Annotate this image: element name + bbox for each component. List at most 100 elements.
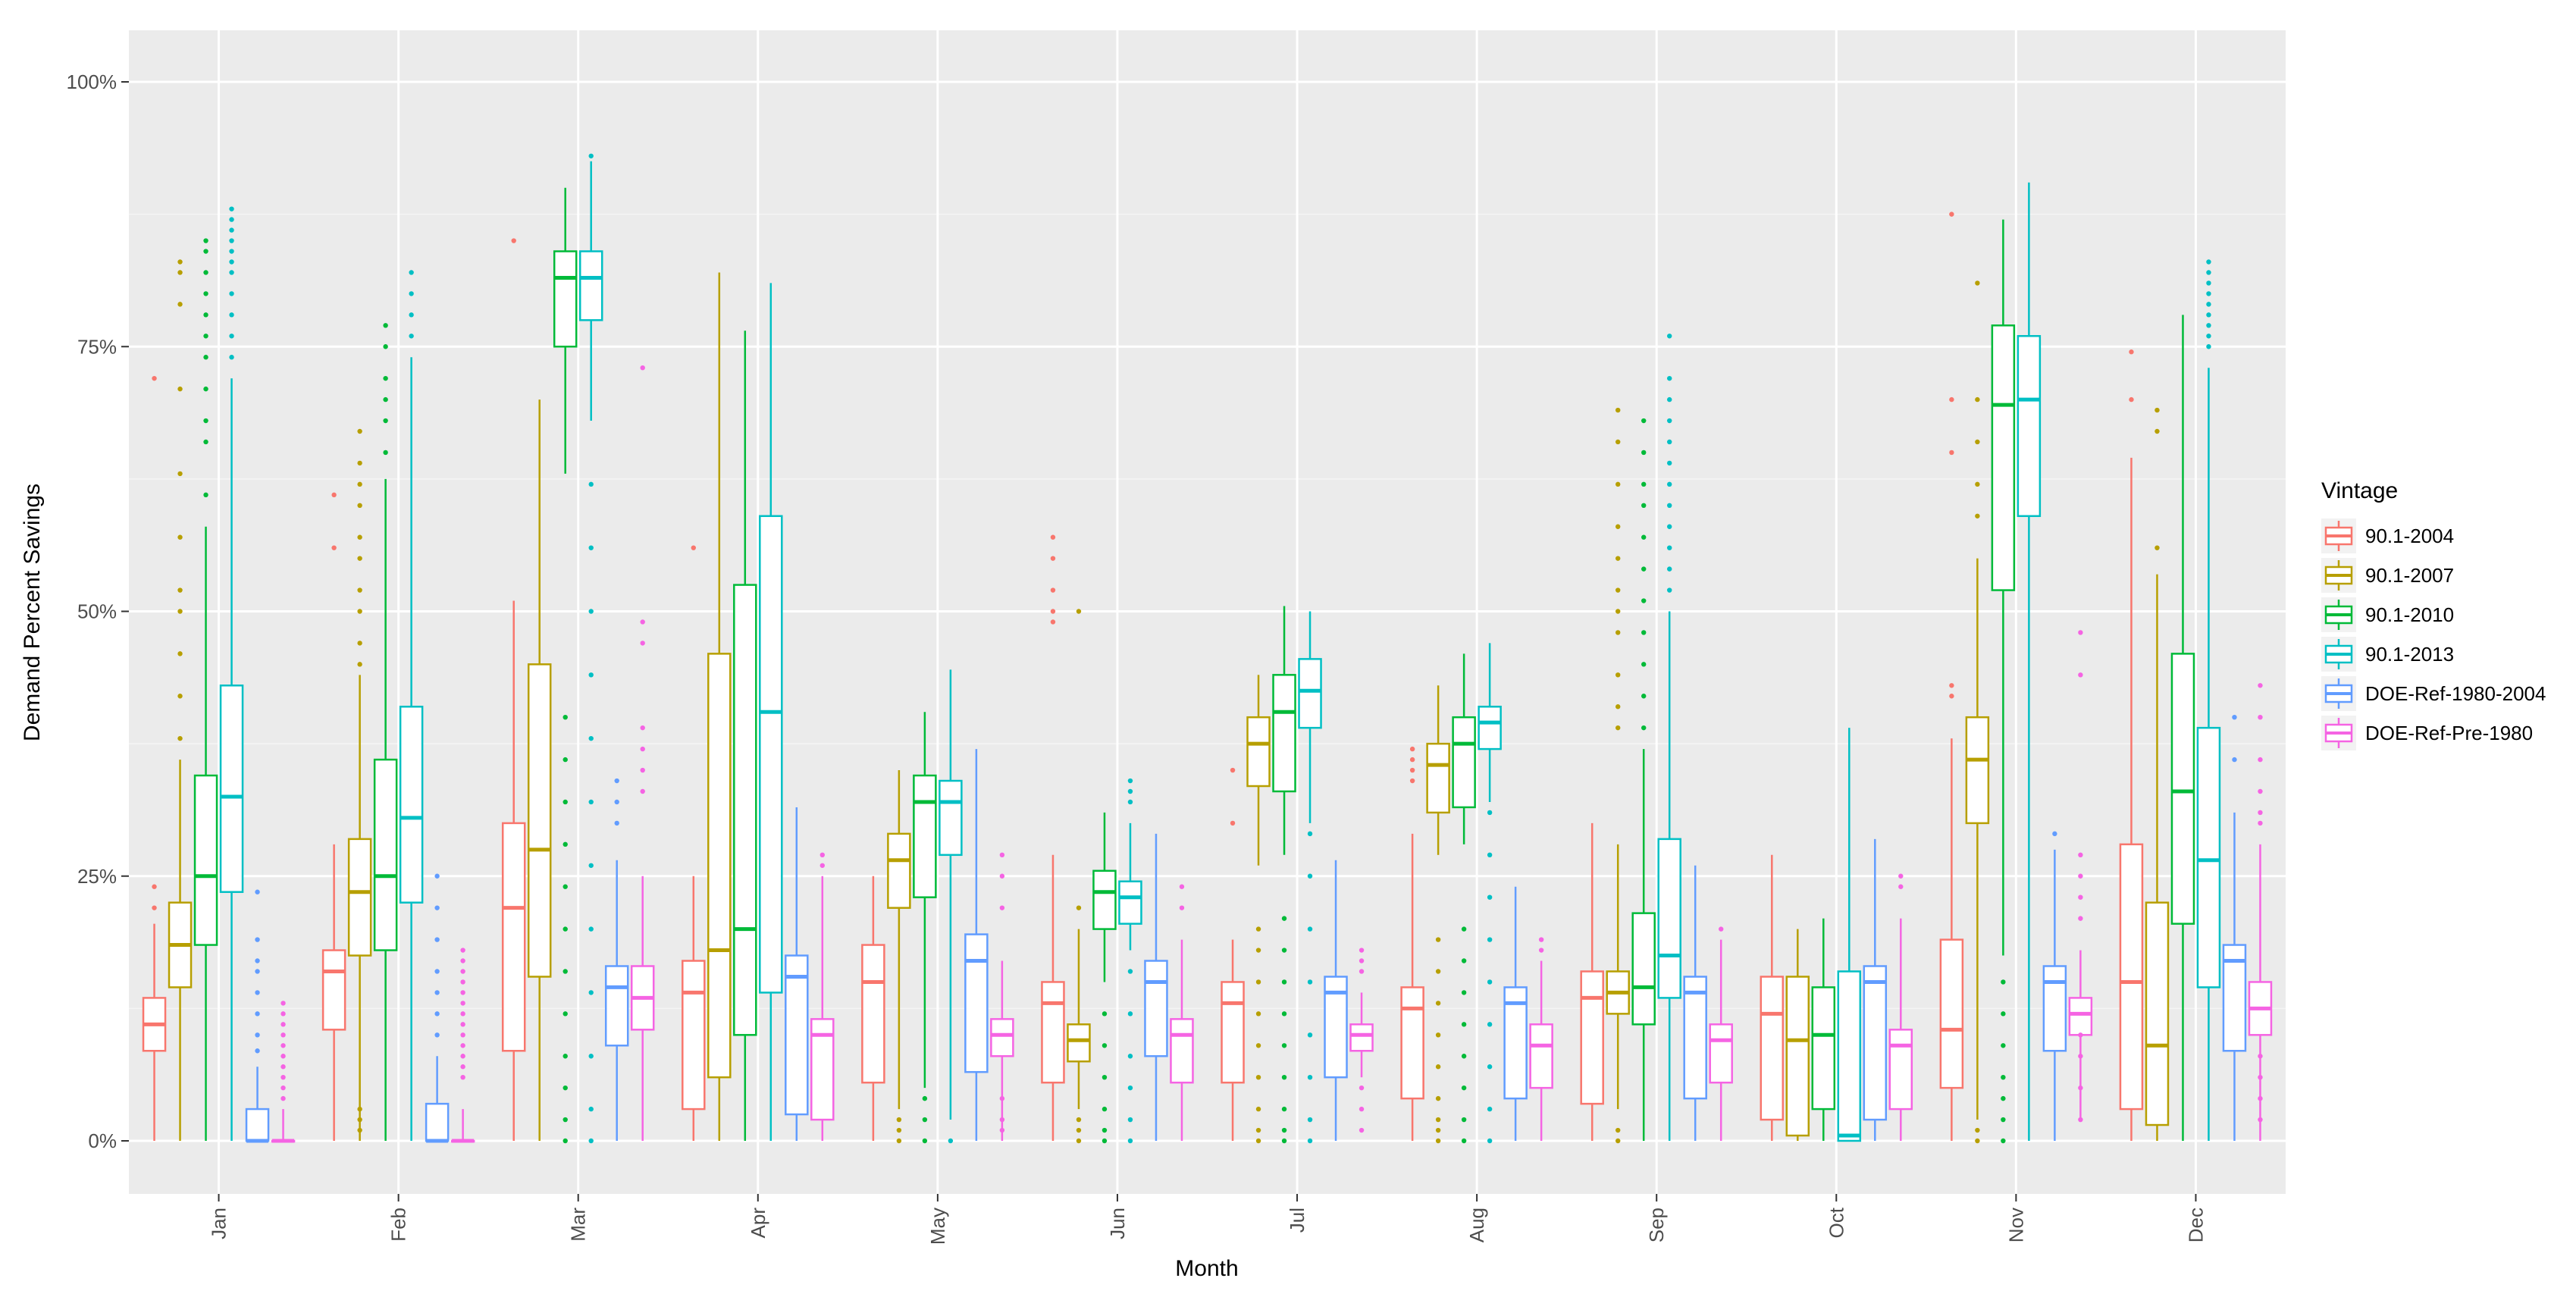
outlier-point <box>460 1001 465 1006</box>
outlier-point <box>2129 396 2134 403</box>
outlier-point <box>2258 810 2263 816</box>
outlier-point <box>563 1117 568 1123</box>
outlier-point <box>2258 715 2263 720</box>
legend-label: 90.1-2004 <box>2365 525 2454 547</box>
outlier-point <box>1615 672 1621 678</box>
outlier-point <box>152 884 157 889</box>
outlier-point <box>1487 810 1493 816</box>
outlier-point <box>1281 1043 1287 1048</box>
outlier-point <box>383 450 388 456</box>
outlier-point <box>460 1054 465 1059</box>
box <box>1092 869 1117 930</box>
x-tick-label: Jun <box>1106 1208 1129 1239</box>
outlier-point <box>1641 450 1647 456</box>
outlier-point <box>2001 1095 2006 1101</box>
outlier-point <box>2078 1085 2083 1091</box>
outlier-point <box>357 481 362 487</box>
box <box>1837 970 1862 1142</box>
outlier-point <box>229 217 234 222</box>
outlier-point <box>1898 873 1904 879</box>
outlier-point <box>1461 1054 1467 1059</box>
outlier-point <box>1255 1043 1261 1048</box>
outlier-point <box>1435 1032 1441 1038</box>
outlier-point <box>434 990 440 995</box>
outlier-point <box>255 889 260 894</box>
outlier-point <box>203 355 208 360</box>
outlier-point <box>1050 587 1056 593</box>
outlier-point <box>1898 884 1904 889</box>
outlier-point <box>588 799 594 805</box>
outlier-point <box>357 534 362 540</box>
outlier-point <box>563 1011 568 1017</box>
outlier-point <box>1127 788 1133 794</box>
outlier-point <box>1179 884 1185 889</box>
outlier-point <box>2258 1095 2263 1101</box>
outlier-point <box>2078 1117 2083 1123</box>
box <box>1426 742 1450 814</box>
outlier-point <box>511 238 516 243</box>
outlier-point <box>434 905 440 910</box>
outlier-point <box>1102 1043 1108 1048</box>
outlier-point <box>2001 1043 2006 1048</box>
outlier-point <box>280 1095 286 1101</box>
outlier-point <box>1230 820 1236 826</box>
outlier-point <box>1127 1011 1133 1017</box>
box <box>990 1018 1014 1057</box>
outlier-point <box>1487 1064 1493 1070</box>
box <box>347 838 372 957</box>
outlier-point <box>1050 609 1056 614</box>
outlier-point <box>563 715 568 720</box>
series-group <box>245 715 2247 1143</box>
outlier-point <box>383 375 388 381</box>
box <box>1067 1023 1091 1063</box>
outlier-point <box>1615 1127 1621 1133</box>
outlier-point <box>177 609 183 614</box>
outlier-point <box>1076 1127 1082 1133</box>
box <box>2170 653 2195 925</box>
box <box>2119 843 2144 1111</box>
outlier-point <box>1461 1085 1467 1091</box>
x-axis-title: Month <box>1175 1256 1238 1281</box>
outlier-point <box>1102 1011 1108 1017</box>
outlier-point <box>152 905 157 910</box>
outlier-point <box>999 1117 1005 1123</box>
outlier-point <box>640 641 645 646</box>
box <box>321 949 346 1031</box>
legend-label: DOE-Ref-Pre-1980 <box>2365 722 2533 744</box>
series-group <box>271 365 2273 1143</box>
box <box>1965 716 1990 825</box>
outlier-point <box>357 503 362 508</box>
outlier-point <box>1641 630 1647 635</box>
outlier-point <box>2258 757 2263 763</box>
outlier-point <box>1435 1138 1441 1144</box>
outlier-point <box>1255 979 1261 985</box>
outlier-point <box>1102 1074 1108 1080</box>
outlier-point <box>1307 1074 1313 1080</box>
outlier-point <box>460 990 465 995</box>
outlier-point <box>1719 926 1724 932</box>
box <box>245 1107 270 1142</box>
outlier-point <box>1409 757 1415 763</box>
outlier-point <box>434 969 440 974</box>
outlier-point <box>1615 556 1621 561</box>
box <box>785 954 809 1116</box>
box <box>1657 838 1681 999</box>
outlier-point <box>177 302 183 307</box>
outlier-point <box>2155 428 2160 434</box>
outlier-point <box>1281 979 1287 985</box>
box <box>2196 726 2221 988</box>
outlier-point <box>1255 948 1261 953</box>
y-axis-title: Demand Percent Savings <box>20 484 45 741</box>
outlier-point <box>819 852 825 858</box>
outlier-point <box>460 1022 465 1027</box>
box <box>759 515 783 994</box>
outlier-point <box>1307 979 1313 985</box>
outlier-point <box>588 672 594 678</box>
outlier-point <box>177 651 183 656</box>
box <box>1452 716 1476 809</box>
outlier-point <box>1641 598 1647 603</box>
outlier-point <box>588 481 594 487</box>
outlier-point <box>280 1064 286 1070</box>
x-tick-label: Oct <box>1825 1207 1847 1238</box>
x-tick-label: Aug <box>1465 1208 1488 1242</box>
